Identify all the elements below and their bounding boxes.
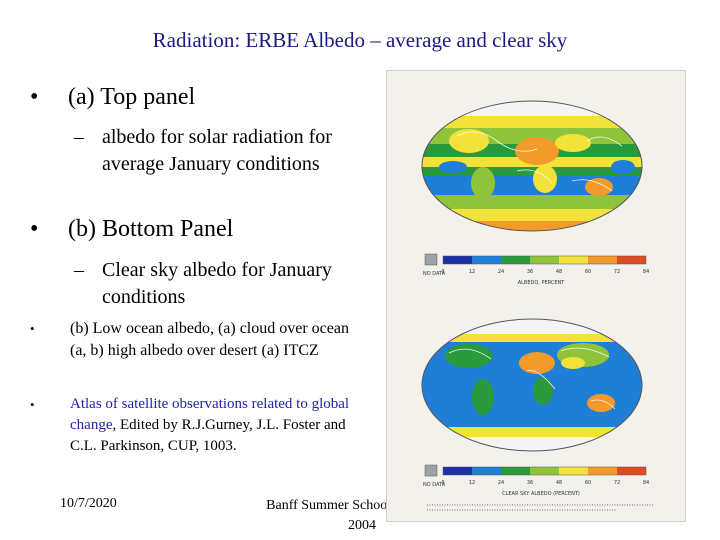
legend-title: CLEAR SKY ALBEDO (PERCENT) bbox=[502, 491, 580, 497]
legend-tick: 84 bbox=[643, 269, 649, 275]
bottom-legend: NO DATA 0 12 24 36 48 60 72 84 CLEAR SKY… bbox=[423, 464, 649, 497]
legend-tick: 48 bbox=[556, 480, 562, 486]
bullet-observations: • (b) Low ocean albedo, (a) cloud over o… bbox=[30, 318, 360, 362]
bottom-albedo-map bbox=[421, 318, 643, 452]
legend-tick: 12 bbox=[469, 269, 475, 275]
legend-tick: 36 bbox=[527, 269, 533, 275]
legend-colorbar bbox=[442, 466, 647, 476]
bullet-top-panel: • (a) Top panel bbox=[30, 84, 195, 111]
legend-tick: 72 bbox=[614, 269, 620, 275]
reference-details: , Edited by R.J.Gurney, J.L. Foster and … bbox=[70, 417, 346, 454]
albedo-figure: NO DATA 0 12 24 36 48 60 72 84 ALBEDO, P… bbox=[386, 70, 686, 522]
bullet-marker: • bbox=[30, 216, 39, 242]
subbullet-top-panel: – albedo for solar radiation for average… bbox=[74, 124, 374, 178]
bullet-marker: • bbox=[30, 321, 35, 336]
albedo-maps: NO DATA 0 12 24 36 48 60 72 84 ALBEDO, P… bbox=[421, 100, 653, 511]
legend-tick: 0 bbox=[441, 480, 444, 486]
subbullet-text: albedo for solar radiation for average J… bbox=[102, 126, 332, 175]
legend-title: ALBEDO, PERCENT bbox=[518, 280, 566, 286]
bullet-marker: • bbox=[30, 397, 35, 412]
legend-tick: 24 bbox=[498, 269, 504, 275]
no-data-label: NO DATA bbox=[423, 482, 446, 488]
legend-tick: 0 bbox=[441, 269, 444, 275]
legend-tick: 60 bbox=[585, 480, 591, 486]
subbullet-marker: – bbox=[74, 126, 84, 148]
footer-date: 10/7/2020 bbox=[60, 496, 117, 511]
bullet-reference: • Atlas of satellite observations relate… bbox=[30, 394, 360, 457]
bullet-text: (b) Bottom Panel bbox=[68, 216, 234, 242]
reference-link[interactable]: Atlas of satellite observations related … bbox=[70, 396, 350, 433]
subbullet-marker: – bbox=[74, 259, 84, 281]
legend-tick: 36 bbox=[527, 480, 533, 486]
legend-tick: 72 bbox=[614, 480, 620, 486]
top-legend: NO DATA 0 12 24 36 48 60 72 84 ALBEDO, P… bbox=[423, 253, 649, 286]
subbullet-text: Clear sky albedo for January conditions bbox=[102, 259, 332, 308]
bullet-text: (b) Low ocean albedo, (a) cloud over oce… bbox=[70, 320, 349, 359]
slide-title: Radiation: ERBE Albedo – average and cle… bbox=[152, 28, 568, 52]
legend-tick: 84 bbox=[643, 480, 649, 486]
bullet-text: (a) Top panel bbox=[68, 84, 196, 110]
legend-tick: 12 bbox=[469, 480, 475, 486]
no-data-label: NO DATA bbox=[423, 271, 446, 277]
no-data-swatch bbox=[424, 253, 438, 266]
bullet-marker: • bbox=[30, 84, 39, 110]
subbullet-bottom-panel: – Clear sky albedo for January condition… bbox=[74, 257, 374, 311]
legend-tick: 48 bbox=[556, 269, 562, 275]
legend-tick: 60 bbox=[585, 269, 591, 275]
legend-colorbar bbox=[442, 255, 647, 265]
legend-tick: 24 bbox=[498, 480, 504, 486]
no-data-swatch bbox=[424, 464, 438, 477]
top-albedo-map bbox=[421, 100, 643, 232]
bullet-bottom-panel: • (b) Bottom Panel bbox=[30, 216, 233, 243]
